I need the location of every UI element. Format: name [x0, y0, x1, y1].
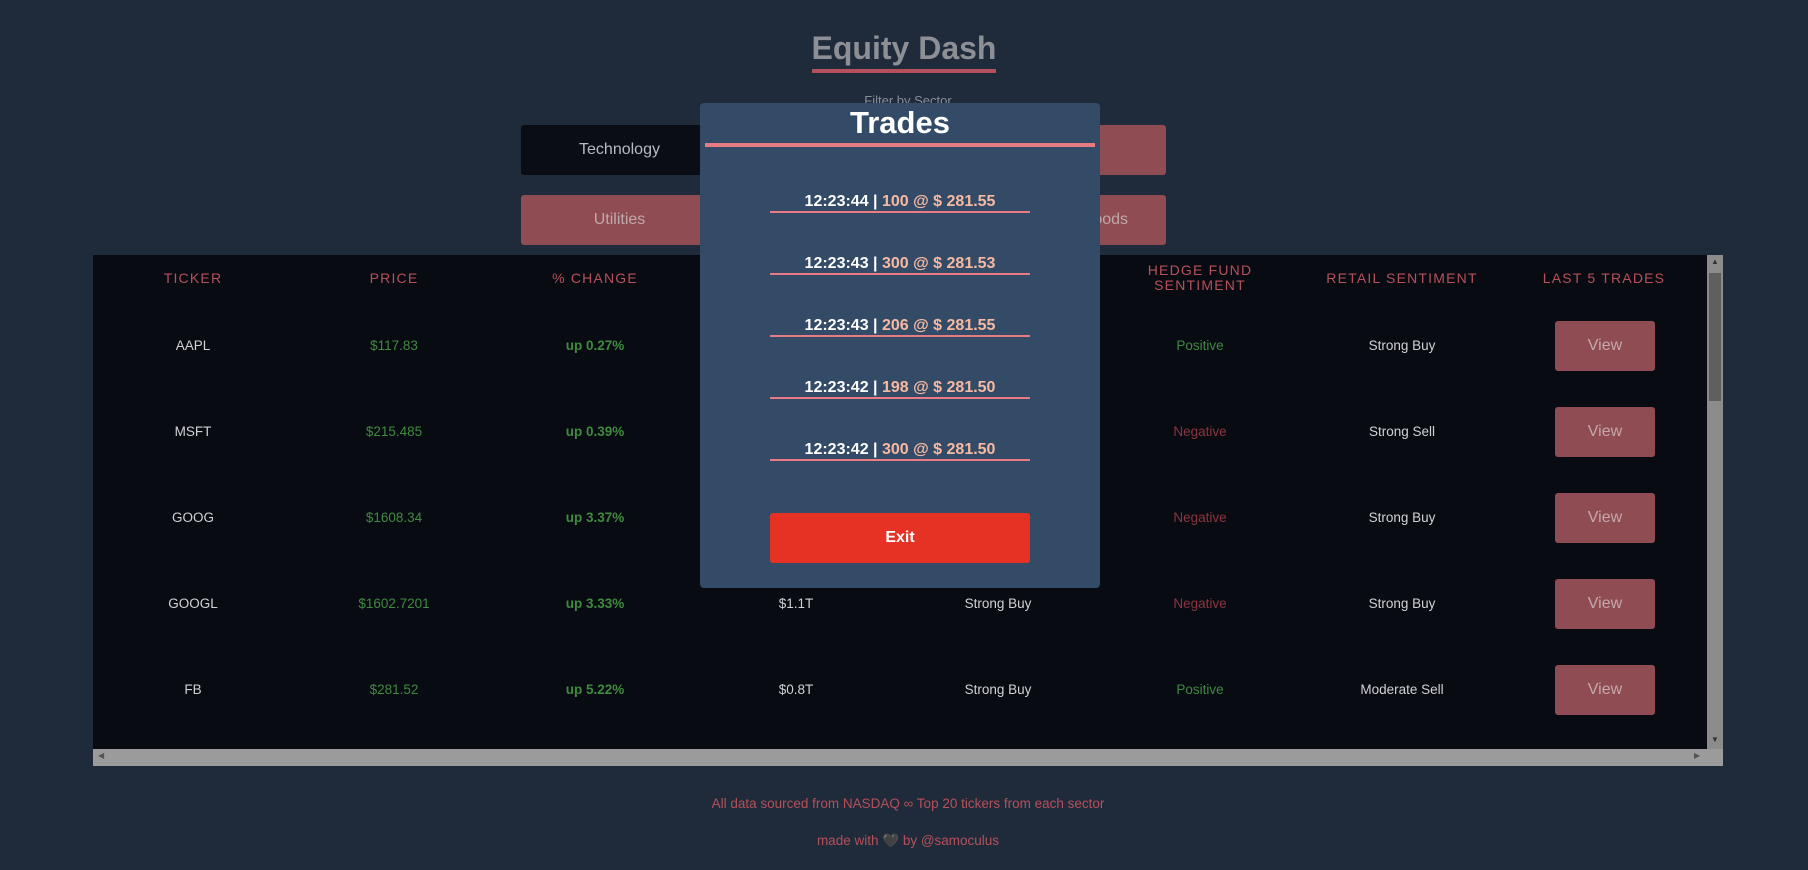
trade-separator: |: [873, 441, 878, 458]
scroll-down-icon[interactable]: ▼: [1711, 735, 1719, 744]
view-trades-button[interactable]: View: [1555, 579, 1655, 629]
sector-technology-button[interactable]: Technology: [521, 125, 718, 175]
trade-detail: 300 @ $ 281.53: [881, 255, 996, 272]
table-row-change: up 3.33%: [565, 596, 625, 611]
trade-item: 12:23:43 | 206 @ $ 281.55: [770, 317, 1030, 337]
table-row-retail-sentiment: Strong Buy: [1368, 510, 1436, 525]
table-row-retail-sentiment: Moderate Sell: [1360, 682, 1444, 697]
view-trades-button[interactable]: View: [1555, 407, 1655, 457]
vertical-scroll-thumb[interactable]: [1709, 273, 1721, 401]
table-row-change: up 0.27%: [565, 338, 625, 353]
table-row-ticker: FB: [184, 682, 202, 697]
data-source-note: All data sourced from NASDAQ ∞ Top 20 ti…: [711, 796, 1105, 811]
table-row-price: $215.485: [365, 424, 423, 439]
table-row-retail-sentiment: Strong Sell: [1368, 424, 1436, 439]
view-trades-button[interactable]: View: [1555, 665, 1655, 715]
table-row-hedge-sentiment: Negative: [1173, 424, 1227, 439]
table-row-price: $1602.7201: [358, 596, 430, 611]
made-with-prefix: made with: [816, 833, 879, 848]
table-row-hedge-sentiment: Positive: [1176, 682, 1224, 697]
table-row-price: $281.52: [369, 682, 419, 697]
table-row-analyst-rating: Strong Buy: [964, 596, 1032, 611]
vertical-scrollbar[interactable]: ▲ ▼: [1707, 255, 1723, 749]
table-row-retail-sentiment: Strong Buy: [1368, 338, 1436, 353]
trade-item: 12:23:42 | 198 @ $ 281.50: [770, 379, 1030, 399]
table-row-ticker: AAPL: [175, 338, 211, 353]
table-row-hedge-sentiment: Negative: [1173, 510, 1227, 525]
made-with-credit: made with 🖤 by @samoculus: [0, 833, 1808, 849]
header-retail-sentiment: RETAIL SENTIMENT: [1326, 270, 1478, 286]
modal-title: Trades: [850, 105, 950, 140]
scroll-right-icon[interactable]: ▶: [1694, 751, 1701, 760]
header-change: % CHANGE: [552, 270, 638, 286]
trade-detail: 198 @ $ 281.50: [881, 379, 996, 396]
table-row-change: up 5.22%: [565, 682, 625, 697]
table-row-ticker: GOOGL: [168, 596, 218, 611]
modal-title-underline: [705, 143, 1095, 147]
scroll-up-icon[interactable]: ▲: [1711, 257, 1719, 266]
table-row-ticker: MSFT: [174, 424, 212, 439]
trade-separator: |: [873, 317, 878, 334]
table-row-ticker: GOOG: [171, 510, 214, 525]
trade-time: 12:23:44: [804, 193, 869, 210]
made-with-suffix: by @samoculus: [902, 833, 1000, 848]
exit-button[interactable]: Exit: [770, 513, 1030, 563]
page-title: Equity Dash: [811, 28, 997, 73]
table-row-hedge-sentiment: Positive: [1176, 338, 1224, 353]
table-row-retail-sentiment: Strong Buy: [1368, 596, 1436, 611]
table-row-market-cap: $0.8T: [778, 682, 814, 697]
trade-time: 12:23:42: [804, 379, 869, 396]
header-hedge-fund-sentiment: HEDGE FUND SENTIMENT: [1147, 262, 1253, 293]
trade-item: 12:23:44 | 100 @ $ 281.55: [770, 193, 1030, 213]
header-ticker: TICKER: [163, 270, 223, 286]
view-trades-button[interactable]: View: [1555, 493, 1655, 543]
table-row-price: $1608.34: [365, 510, 423, 525]
view-trades-button[interactable]: View: [1555, 321, 1655, 371]
table-row-analyst-rating: Strong Buy: [964, 682, 1032, 697]
heart-icon: 🖤: [882, 833, 900, 848]
trade-detail: 206 @ $ 281.55: [881, 317, 996, 334]
table-row-market-cap: $1.1T: [778, 596, 814, 611]
table-row-change: up 0.39%: [565, 424, 625, 439]
trade-separator: |: [873, 255, 878, 272]
horizontal-scrollbar[interactable]: ◀ ▶: [93, 749, 1723, 766]
header-price: PRICE: [369, 270, 419, 286]
trade-item: 12:23:43 | 300 @ $ 281.53: [770, 255, 1030, 275]
trade-detail: 300 @ $ 281.50: [881, 441, 996, 458]
sector-utilities-button[interactable]: Utilities: [521, 195, 718, 245]
table-row-change: up 3.37%: [565, 510, 625, 525]
trade-detail: 100 @ $ 281.55: [881, 193, 996, 210]
page-title-wrap: Equity Dash: [0, 28, 1808, 73]
trade-time: 12:23:43: [804, 317, 869, 334]
trades-modal: Trades 12:23:44 | 100 @ $ 281.55 12:23:4…: [700, 103, 1100, 588]
header-last-5-trades: LAST 5 TRADES: [1542, 270, 1666, 286]
trade-separator: |: [873, 379, 878, 396]
trade-time: 12:23:43: [804, 255, 869, 272]
trade-item: 12:23:42 | 300 @ $ 281.50: [770, 441, 1030, 461]
scroll-left-icon[interactable]: ◀: [98, 751, 105, 760]
trade-separator: |: [873, 193, 878, 210]
table-row-price: $117.83: [370, 338, 418, 353]
table-row-hedge-sentiment: Negative: [1173, 596, 1227, 611]
trade-time: 12:23:42: [804, 441, 869, 458]
